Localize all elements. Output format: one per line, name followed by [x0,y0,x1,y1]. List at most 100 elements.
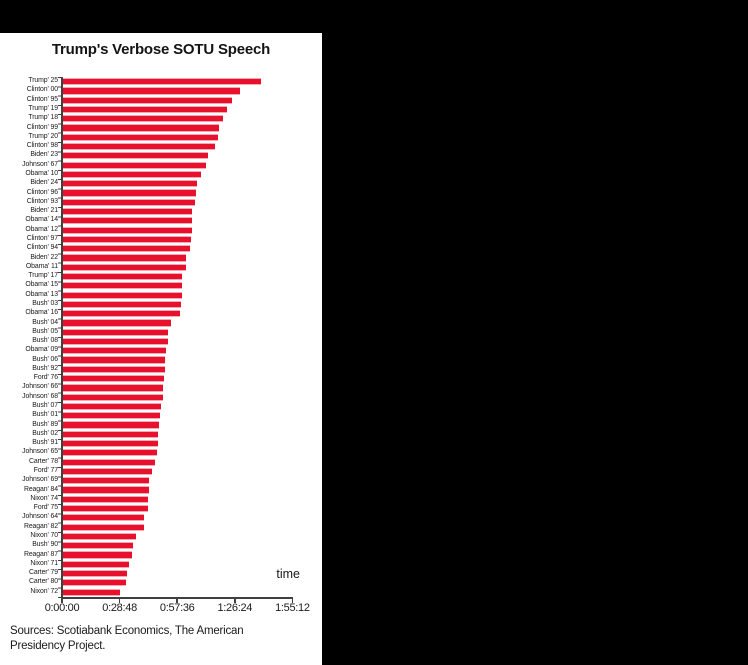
bar [62,580,126,586]
x-axis-tick [291,597,294,603]
bar [62,218,192,224]
bar [62,496,149,502]
bar-label: Biden' 24 [30,179,58,187]
bar-label: Clinton' 95 [26,95,58,103]
x-tick-label: 0:57:36 [159,602,195,614]
bar-label: Trump' 20 [28,132,58,140]
bar-label: Clinton' 93 [26,197,58,205]
bar-row: Nixon' 70 [0,532,322,541]
bar [62,338,168,345]
bar-row: Biden' 24 [0,179,322,188]
bar [62,320,171,326]
bar-label: Reagan' 84 [23,485,58,493]
bar [62,292,182,298]
y-axis-line [61,77,63,598]
bar [62,88,240,94]
bar-row: Nixon' 74 [0,495,322,504]
bar-row: Bush' 91 [0,439,322,448]
x-tick-label: 0:28:48 [102,602,137,614]
bar-label: Trump' 19 [28,105,58,113]
bar [62,134,219,140]
bar [62,162,206,168]
bar-row: Obama' 15 [0,281,322,290]
bar [62,403,161,410]
bar-row: Bush' 01 [0,411,322,420]
bar-row: Clinton' 99 [0,123,322,132]
bar-row: Reagan' 84 [0,485,322,494]
bar [62,385,164,391]
bar-label: Carter' 80 [28,578,58,586]
bar-row: Bush' 04 [0,318,322,327]
bar-label: Nixon' 74 [30,494,58,502]
bar-label: Reagan' 82 [23,522,58,530]
bar-label: Bush' 04 [32,318,58,326]
bar-label: Ford' 75 [33,504,58,512]
bar-row: Bush' 03 [0,300,322,309]
bar [62,533,136,540]
bar-row: Obama' 16 [0,309,322,318]
bar [62,478,150,484]
bar-row: Trump' 25 [0,77,322,86]
bar-label: Biden' 22 [30,253,58,261]
bar [62,468,152,475]
bar-label: Johnson' 65 [22,448,58,456]
bar-row: Clinton' 95 [0,96,322,105]
bar-label: Bush' 91 [32,439,58,447]
bar [62,199,195,205]
bar [62,413,161,419]
bar-row: Obama' 10 [0,170,322,179]
bar-row: Johnson' 65 [0,448,322,457]
bar-row: Nixon' 71 [0,560,322,569]
bar-label: Obama' 15 [25,281,58,289]
bar-label: Bush' 92 [32,364,58,372]
chart-title: Trump's Verbose SOTU Speech [51,41,271,58]
bar-row: Bush' 06 [0,355,322,364]
bar-label: Bush' 08 [32,337,58,345]
bar-row: Ford' 77 [0,467,322,476]
bar [62,311,180,317]
bar-row: Biden' 23 [0,151,322,160]
bar-row: Clinton' 98 [0,142,322,151]
plot-area: Trump' 25 Clinton' 00 Clinton' 95 Trump' 19… [0,77,322,598]
bar [62,357,165,363]
bar-row: Bush' 02 [0,430,322,439]
bar-label: Johnson' 66 [22,383,58,391]
bar-row: Bush' 89 [0,420,322,429]
bar [62,329,169,335]
bar [62,450,157,456]
sources-note: Sources: Scotiabank Economics, The Ameri… [10,624,244,653]
bar [62,376,164,382]
bar [62,348,166,354]
bar-row: Bush' 05 [0,328,322,337]
bar [62,505,148,512]
bar-label: Carter' 78 [28,457,58,465]
bar-label: Johnson' 64 [22,513,58,521]
x-tick-label: 0:00:00 [44,602,80,614]
bar [62,273,183,280]
bar-row: Bush' 92 [0,365,322,374]
y-axis-ticks [57,77,61,598]
bar-label: Biden' 23 [30,151,58,159]
bar-row: Johnson' 69 [0,476,322,485]
bar-label: Bush' 07 [32,402,58,410]
bar-label: Johnson' 69 [22,476,58,484]
bar-label: Obama' 11 [25,262,58,270]
bar-row: Carter' 78 [0,458,322,467]
bar-row: Nixon' 72 [0,587,322,596]
bar-label: Bush' 06 [32,355,58,363]
bar-label: Clinton' 99 [26,123,58,131]
bar [62,394,163,400]
bar [62,422,159,428]
bar-label: Nixon' 70 [30,531,58,539]
bar-label: Obama' 13 [25,290,58,298]
x-tick-label: 1:55:12 [275,602,310,614]
bar [62,181,197,187]
x-axis-title: time [276,567,300,581]
bar [62,570,128,577]
bar [62,227,192,233]
bar [62,561,130,567]
bar-row: Obama' 12 [0,226,322,235]
bar-row: Trump' 20 [0,133,322,142]
bar [62,441,158,447]
bar [62,97,232,103]
